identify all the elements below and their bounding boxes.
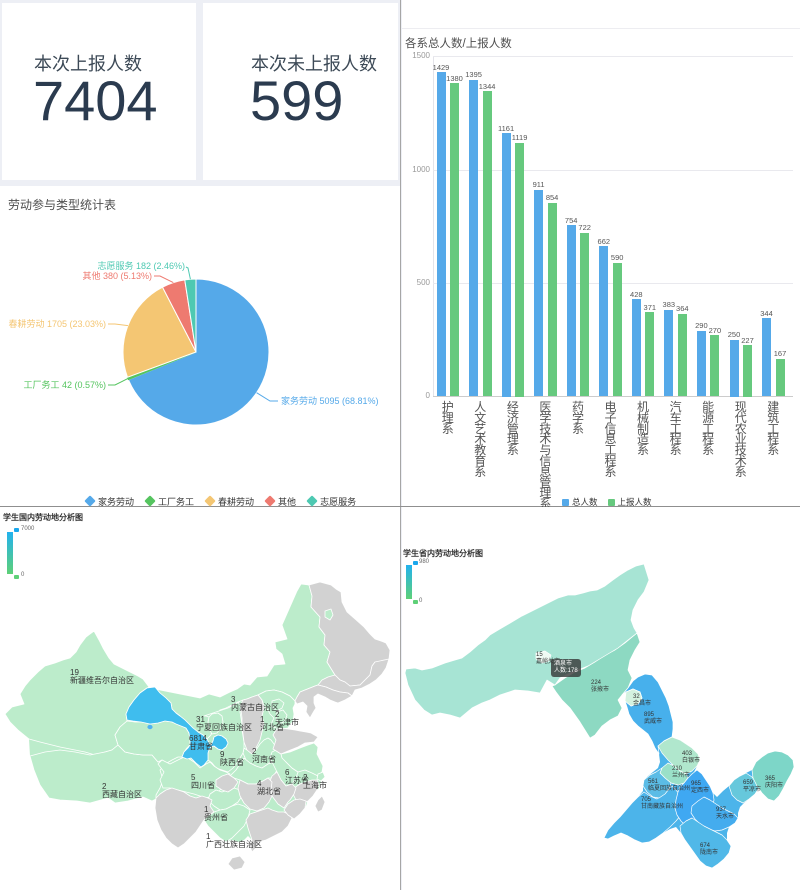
svg-text:志愿服务 182 (2.46%): 志愿服务 182 (2.46%)	[97, 260, 185, 271]
svg-text:其他 380 (5.13%): 其他 380 (5.13%)	[82, 270, 152, 281]
svg-text:家务劳动 5095 (68.81%): 家务劳动 5095 (68.81%)	[281, 395, 379, 406]
svg-text:春耕劳动 1705 (23.03%): 春耕劳动 1705 (23.03%)	[8, 318, 106, 329]
svg-text:工厂务工 42 (0.57%): 工厂务工 42 (0.57%)	[23, 379, 106, 390]
